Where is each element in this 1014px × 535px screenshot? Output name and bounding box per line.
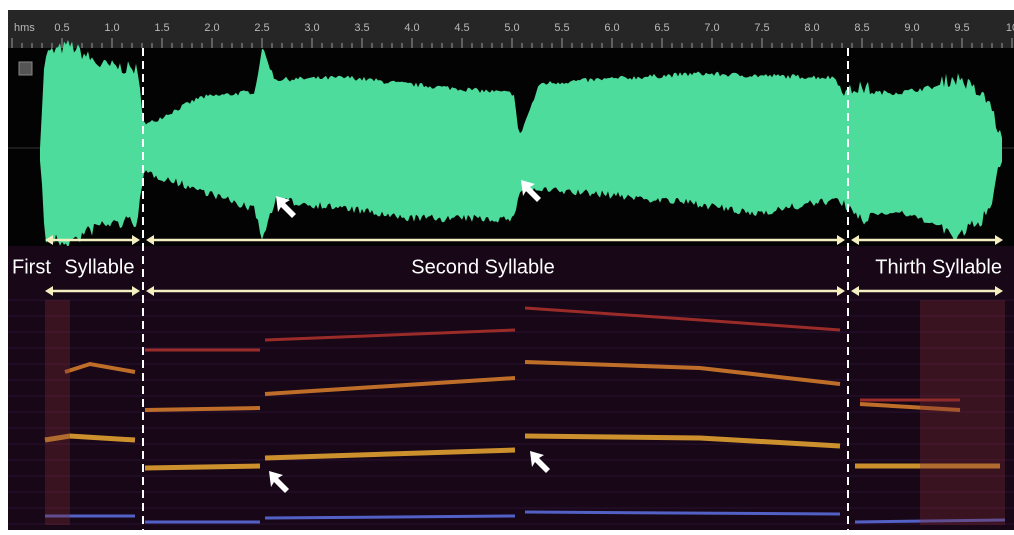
harmonic <box>859 402 961 412</box>
harmonic <box>854 518 1006 524</box>
ruler-label: 2.0 <box>204 22 219 34</box>
harmonic <box>524 433 841 449</box>
ruler-label: 6.5 <box>654 22 669 34</box>
ruler-label: 1.5 <box>154 22 169 34</box>
harmonic <box>524 510 841 516</box>
segment-label: Second Syllable <box>411 256 554 278</box>
ruler-label: 3.0 <box>304 22 319 34</box>
panel-icon[interactable] <box>18 61 33 76</box>
ruler-label: 10 <box>1006 22 1014 34</box>
harmonic <box>44 433 136 443</box>
ruler-bar <box>8 10 1014 48</box>
pointer-arrow <box>530 451 550 473</box>
waveform <box>40 40 1002 249</box>
ruler-label: 1.0 <box>104 22 119 34</box>
harmonic <box>264 328 516 342</box>
noise-band <box>45 300 70 525</box>
ruler: 0.5 1.0 1.5 2.0 2.5 3.0 3.5 4.0 4.5 5.0 5.5 6.0 6.5 7… <box>11 22 1014 48</box>
ruler-label: 4.0 <box>404 22 419 34</box>
ruler-label: 5.5 <box>554 22 569 34</box>
ruler-label: 0.5 <box>54 22 69 34</box>
ruler-label: 3.5 <box>354 22 369 34</box>
pointer-arrows <box>269 180 550 493</box>
ruler-label: 5.0 <box>504 22 519 34</box>
harmonic <box>144 406 261 412</box>
ruler-label: 9.0 <box>904 22 919 34</box>
segment-label: Thirth Syllable <box>875 256 1002 278</box>
spectrogram <box>8 299 1014 525</box>
ruler-label: 8.0 <box>804 22 819 34</box>
ruler-label: 6.0 <box>604 22 619 34</box>
harmonic <box>264 514 516 520</box>
ruler-label: 7.5 <box>754 22 769 34</box>
segment-label: First Syllable <box>12 256 134 278</box>
screen: hms 0.5 1.0 1.5 2.0 2.5 3.0 3.5 4.0 4.5 5.0 5.5 6.0… <box>8 10 1014 530</box>
ruler-label: 2.5 <box>254 22 269 34</box>
ruler-label: 8.5 <box>854 22 869 34</box>
ruler-unit: hms <box>14 22 35 34</box>
harmonic <box>524 360 841 386</box>
spectrogram-panel <box>8 246 1014 530</box>
harmonic <box>264 376 516 396</box>
ruler-label: 7.0 <box>704 22 719 34</box>
duration-arrows <box>45 235 1003 296</box>
ruler-label: 9.5 <box>954 22 969 34</box>
pointer-arrow <box>269 471 289 493</box>
ruler-label: 4.5 <box>454 22 469 34</box>
harmonic <box>144 463 261 471</box>
pointer-arrow <box>521 180 541 202</box>
noise-band <box>920 300 1005 525</box>
pointer-arrow <box>276 196 296 218</box>
boundaries <box>142 48 849 530</box>
harmonic <box>64 361 136 374</box>
harmonic <box>524 306 841 332</box>
harmonic <box>264 447 516 461</box>
